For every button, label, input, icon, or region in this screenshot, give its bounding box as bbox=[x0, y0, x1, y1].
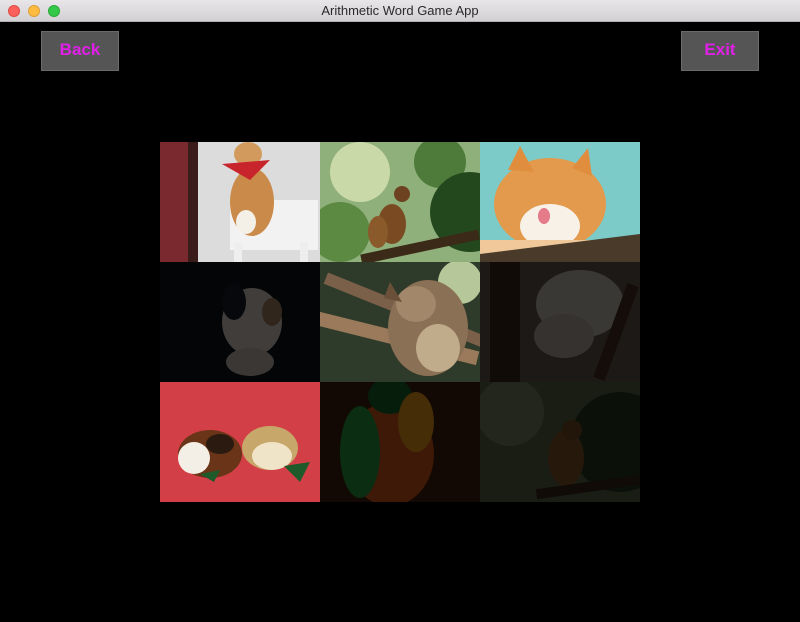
minimize-window-button[interactable] bbox=[28, 5, 40, 17]
squirrel-image bbox=[320, 142, 480, 262]
image-tile-orange-cat[interactable] bbox=[480, 142, 640, 262]
close-window-button[interactable] bbox=[8, 5, 20, 17]
back-button[interactable]: Back bbox=[41, 31, 119, 71]
image-tile-puppy[interactable] bbox=[160, 262, 320, 382]
exit-button[interactable]: Exit bbox=[681, 31, 759, 71]
title-bar: Arithmetic Word Game App bbox=[0, 0, 800, 22]
image-tile-squirrel[interactable] bbox=[320, 142, 480, 262]
image-grid bbox=[160, 142, 640, 502]
image-tile-koala[interactable] bbox=[480, 262, 640, 382]
owl-image bbox=[320, 262, 480, 382]
image-tile-owl[interactable] bbox=[320, 262, 480, 382]
orange-cat-image bbox=[480, 142, 640, 262]
puppy-image bbox=[160, 262, 320, 382]
koala-image bbox=[480, 262, 640, 382]
image-tile-squirrel-tree[interactable] bbox=[480, 382, 640, 502]
window-title: Arithmetic Word Game App bbox=[321, 3, 479, 18]
cat-image bbox=[160, 142, 320, 262]
guinea-pigs-image bbox=[160, 382, 320, 502]
parrot-image bbox=[320, 382, 480, 502]
image-tile-cat[interactable] bbox=[160, 142, 320, 262]
maximize-window-button[interactable] bbox=[48, 5, 60, 17]
image-tile-parrot[interactable] bbox=[320, 382, 480, 502]
image-tile-guinea-pigs[interactable] bbox=[160, 382, 320, 502]
squirrel-tree-image bbox=[480, 382, 640, 502]
